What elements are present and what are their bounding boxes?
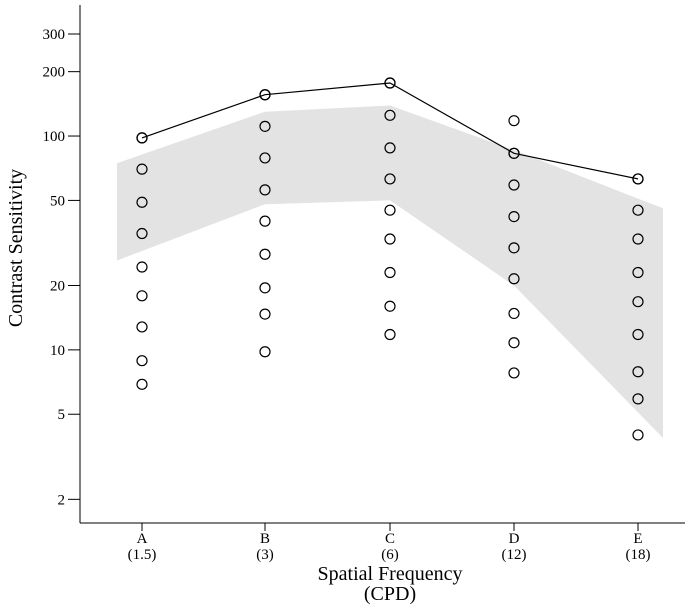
x-tick-sublabel: (3) — [256, 547, 274, 563]
point — [632, 266, 644, 279]
point — [136, 227, 148, 240]
x-axis-label: Spatial Frequency — [318, 563, 463, 585]
line — [141, 82, 639, 180]
y-tick-label: 2 — [58, 492, 66, 508]
point — [384, 173, 396, 185]
point — [384, 233, 396, 245]
point — [259, 215, 271, 227]
band — [117, 105, 663, 438]
point — [632, 204, 644, 216]
point — [632, 328, 644, 341]
point — [136, 321, 148, 333]
y-tick-label: 20 — [50, 278, 65, 294]
line-point — [136, 132, 148, 144]
x-tick-sublabel: (18) — [626, 547, 651, 563]
x-tick-sublabel: (6) — [381, 547, 399, 563]
point — [632, 393, 644, 405]
line-point — [259, 89, 271, 101]
line-point — [508, 147, 520, 159]
point — [508, 367, 520, 379]
line-point — [632, 173, 644, 185]
point — [136, 290, 148, 302]
point — [384, 328, 396, 341]
x-tick-label: D — [509, 531, 520, 547]
y-tick-label: 10 — [50, 343, 65, 359]
point — [136, 378, 148, 390]
point — [136, 261, 148, 273]
point — [259, 120, 271, 132]
y-axis-label: Contrast Sensitivity — [5, 169, 27, 327]
y-tick-label: 100 — [43, 129, 66, 145]
y-tick-label: 300 — [43, 27, 66, 43]
point — [632, 366, 644, 378]
point — [508, 242, 520, 254]
point — [136, 163, 148, 175]
point — [508, 337, 520, 349]
point — [384, 204, 396, 216]
x-tick-sublabel: (12) — [502, 547, 527, 563]
point — [508, 115, 520, 127]
point — [259, 282, 271, 294]
x-tick-label: C — [385, 531, 395, 547]
point — [136, 355, 148, 367]
y-tick-label: 200 — [43, 65, 66, 81]
y-tick-label: 50 — [50, 193, 65, 209]
point — [259, 184, 271, 196]
y-tick-label: 5 — [58, 407, 66, 423]
point — [136, 196, 148, 208]
x-tick-label: A — [137, 531, 148, 547]
point — [259, 308, 271, 320]
point — [384, 266, 396, 279]
point — [632, 233, 644, 245]
point — [259, 248, 271, 260]
point — [508, 179, 520, 191]
point — [632, 296, 644, 308]
point — [259, 152, 271, 164]
point — [508, 273, 520, 285]
point — [384, 142, 396, 154]
x-tick-label: E — [633, 531, 642, 547]
point — [508, 210, 520, 223]
point — [508, 307, 520, 320]
line-point — [384, 77, 396, 89]
point — [632, 429, 644, 441]
point — [259, 346, 271, 358]
x-axis-label: (CPD) — [364, 583, 416, 605]
x-tick-label: B — [260, 531, 270, 547]
point — [384, 109, 396, 121]
x-tick-sublabel: (1.5) — [128, 547, 157, 563]
point — [384, 300, 396, 312]
